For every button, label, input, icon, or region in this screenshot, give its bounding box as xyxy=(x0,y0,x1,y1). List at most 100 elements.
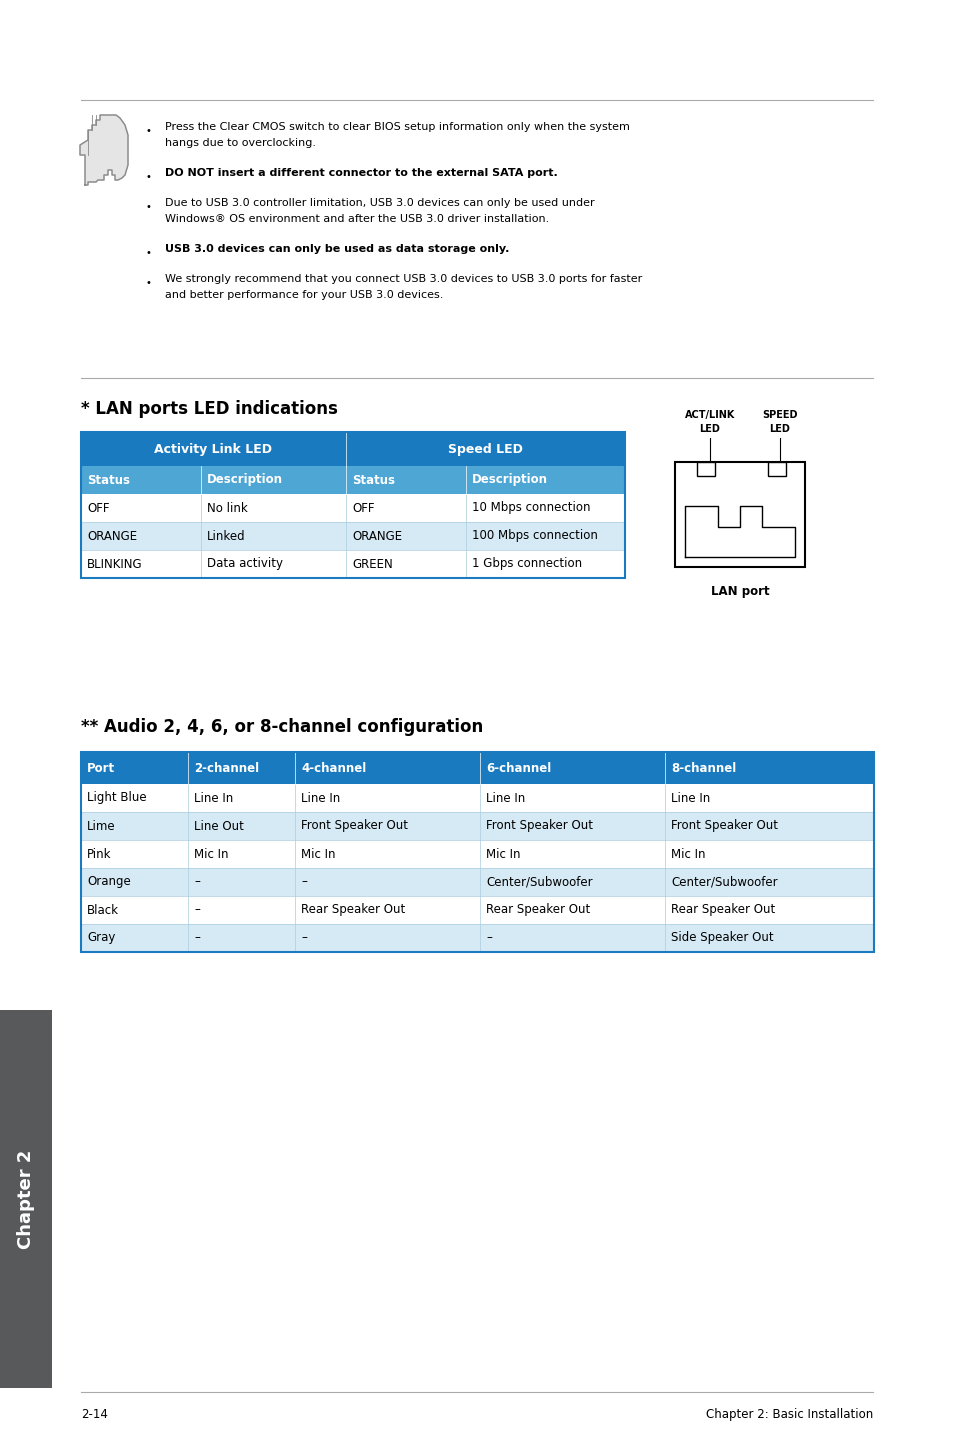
Text: Speed LED: Speed LED xyxy=(448,443,522,456)
Bar xyxy=(188,925,294,952)
Text: ORANGE: ORANGE xyxy=(352,529,402,542)
Bar xyxy=(81,549,201,578)
Text: ** Audio 2, 4, 6, or 8-channel configuration: ** Audio 2, 4, 6, or 8-channel configura… xyxy=(81,718,483,736)
Text: We strongly recommend that you connect USB 3.0 devices to USB 3.0 ports for fast: We strongly recommend that you connect U… xyxy=(165,275,641,283)
Bar xyxy=(697,462,714,476)
Text: OFF: OFF xyxy=(352,502,375,515)
Text: GREEN: GREEN xyxy=(352,558,393,571)
Bar xyxy=(479,752,664,784)
Bar xyxy=(346,466,465,495)
Text: BLINKING: BLINKING xyxy=(87,558,143,571)
Text: 100 Mbps connection: 100 Mbps connection xyxy=(472,529,598,542)
Bar xyxy=(479,840,664,869)
Bar xyxy=(188,812,294,840)
Text: Light Blue: Light Blue xyxy=(87,791,147,804)
Text: Mic In: Mic In xyxy=(670,847,705,860)
Polygon shape xyxy=(80,115,128,186)
Text: Mic In: Mic In xyxy=(485,847,520,860)
Text: Status: Status xyxy=(87,473,130,486)
Bar xyxy=(81,840,188,869)
Text: Lime: Lime xyxy=(87,820,115,833)
Bar xyxy=(81,431,624,578)
Text: * LAN ports LED indications: * LAN ports LED indications xyxy=(81,400,337,418)
Text: Line Out: Line Out xyxy=(193,820,244,833)
Bar xyxy=(664,896,873,925)
Text: Line In: Line In xyxy=(301,791,340,804)
Text: Front Speaker Out: Front Speaker Out xyxy=(485,820,593,833)
Text: No link: No link xyxy=(207,502,248,515)
Text: •: • xyxy=(145,127,151,137)
Bar xyxy=(465,522,624,549)
Bar xyxy=(188,869,294,896)
Text: Orange: Orange xyxy=(87,876,131,889)
Bar xyxy=(294,896,479,925)
Text: OFF: OFF xyxy=(87,502,110,515)
Text: Chapter 2: Chapter 2 xyxy=(17,1149,35,1248)
Text: Rear Speaker Out: Rear Speaker Out xyxy=(670,903,775,916)
Text: •: • xyxy=(145,201,151,211)
Text: Front Speaker Out: Front Speaker Out xyxy=(301,820,408,833)
Text: –: – xyxy=(485,932,492,945)
Bar xyxy=(767,462,785,476)
Bar xyxy=(0,1009,52,1388)
Bar xyxy=(201,522,346,549)
Bar xyxy=(201,495,346,522)
Text: Center/Subwoofer: Center/Subwoofer xyxy=(485,876,592,889)
Bar xyxy=(479,925,664,952)
Text: 2-14: 2-14 xyxy=(81,1408,108,1421)
Bar xyxy=(188,840,294,869)
Text: 10 Mbps connection: 10 Mbps connection xyxy=(472,502,590,515)
Text: Center/Subwoofer: Center/Subwoofer xyxy=(670,876,777,889)
Bar xyxy=(81,869,188,896)
Text: 8-channel: 8-channel xyxy=(670,762,736,775)
Bar xyxy=(465,466,624,495)
Text: Port: Port xyxy=(87,762,115,775)
Text: Data activity: Data activity xyxy=(207,558,283,571)
Text: Mic In: Mic In xyxy=(301,847,335,860)
Bar xyxy=(664,925,873,952)
Bar xyxy=(81,784,188,812)
Text: LED: LED xyxy=(699,424,720,434)
Text: Status: Status xyxy=(352,473,395,486)
Bar xyxy=(81,495,201,522)
Text: LAN port: LAN port xyxy=(710,585,768,598)
Bar xyxy=(479,812,664,840)
Text: Rear Speaker Out: Rear Speaker Out xyxy=(301,903,405,916)
Bar xyxy=(188,896,294,925)
Text: –: – xyxy=(301,932,307,945)
Text: LED: LED xyxy=(769,424,790,434)
Bar xyxy=(479,896,664,925)
Text: Side Speaker Out: Side Speaker Out xyxy=(670,932,773,945)
Bar xyxy=(346,431,624,466)
Bar xyxy=(664,869,873,896)
Bar xyxy=(81,925,188,952)
Bar xyxy=(664,784,873,812)
Bar xyxy=(479,869,664,896)
Text: USB 3.0 devices can only be used as data storage only.: USB 3.0 devices can only be used as data… xyxy=(165,244,509,255)
Bar xyxy=(664,752,873,784)
Text: Press the Clear CMOS switch to clear BIOS setup information only when the system: Press the Clear CMOS switch to clear BIO… xyxy=(165,122,629,132)
Text: Due to USB 3.0 controller limitation, USB 3.0 devices can only be used under: Due to USB 3.0 controller limitation, US… xyxy=(165,198,594,209)
Text: Rear Speaker Out: Rear Speaker Out xyxy=(485,903,590,916)
Text: Pink: Pink xyxy=(87,847,112,860)
Text: DO NOT insert a different connector to the external SATA port.: DO NOT insert a different connector to t… xyxy=(165,168,558,178)
Bar xyxy=(294,840,479,869)
Polygon shape xyxy=(684,506,794,557)
Bar xyxy=(294,869,479,896)
Text: •: • xyxy=(145,247,151,257)
Text: 6-channel: 6-channel xyxy=(485,762,551,775)
Text: 4-channel: 4-channel xyxy=(301,762,366,775)
Bar xyxy=(675,462,804,567)
Bar xyxy=(346,495,465,522)
Bar xyxy=(201,549,346,578)
Text: SPEED: SPEED xyxy=(761,410,797,420)
Bar xyxy=(81,466,201,495)
Text: Front Speaker Out: Front Speaker Out xyxy=(670,820,778,833)
Text: and better performance for your USB 3.0 devices.: and better performance for your USB 3.0 … xyxy=(165,290,443,301)
Text: –: – xyxy=(193,903,200,916)
Bar xyxy=(294,925,479,952)
Text: Description: Description xyxy=(472,473,547,486)
Text: •: • xyxy=(145,173,151,183)
Bar xyxy=(81,752,188,784)
Text: Activity Link LED: Activity Link LED xyxy=(154,443,273,456)
